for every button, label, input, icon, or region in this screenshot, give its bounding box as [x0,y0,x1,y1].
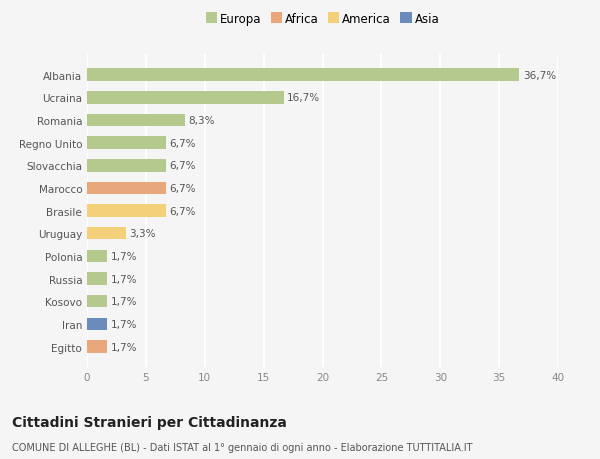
Bar [87,341,107,353]
Bar [87,295,107,308]
Bar [87,92,284,104]
Bar [87,160,166,172]
Text: 1,7%: 1,7% [110,252,137,261]
Text: Cittadini Stranieri per Cittadinanza: Cittadini Stranieri per Cittadinanza [12,415,287,429]
Text: 6,7%: 6,7% [169,206,196,216]
Text: 16,7%: 16,7% [287,93,320,103]
Bar [87,114,185,127]
Text: 8,3%: 8,3% [188,116,215,126]
Bar [87,273,107,285]
Bar [87,250,107,263]
Bar [87,318,107,330]
Text: 3,3%: 3,3% [130,229,156,239]
Bar [87,228,126,240]
Bar [87,182,166,195]
Text: 1,7%: 1,7% [110,274,137,284]
Text: 1,7%: 1,7% [110,319,137,329]
Text: 6,7%: 6,7% [169,161,196,171]
Legend: Europa, Africa, America, Asia: Europa, Africa, America, Asia [203,11,442,29]
Text: 1,7%: 1,7% [110,297,137,307]
Bar [87,137,166,150]
Text: 36,7%: 36,7% [523,71,556,80]
Text: 6,7%: 6,7% [169,184,196,194]
Text: COMUNE DI ALLEGHE (BL) - Dati ISTAT al 1° gennaio di ogni anno - Elaborazione TU: COMUNE DI ALLEGHE (BL) - Dati ISTAT al 1… [12,442,473,452]
Text: 1,7%: 1,7% [110,342,137,352]
Bar [87,205,166,218]
Text: 6,7%: 6,7% [169,138,196,148]
Bar [87,69,519,82]
